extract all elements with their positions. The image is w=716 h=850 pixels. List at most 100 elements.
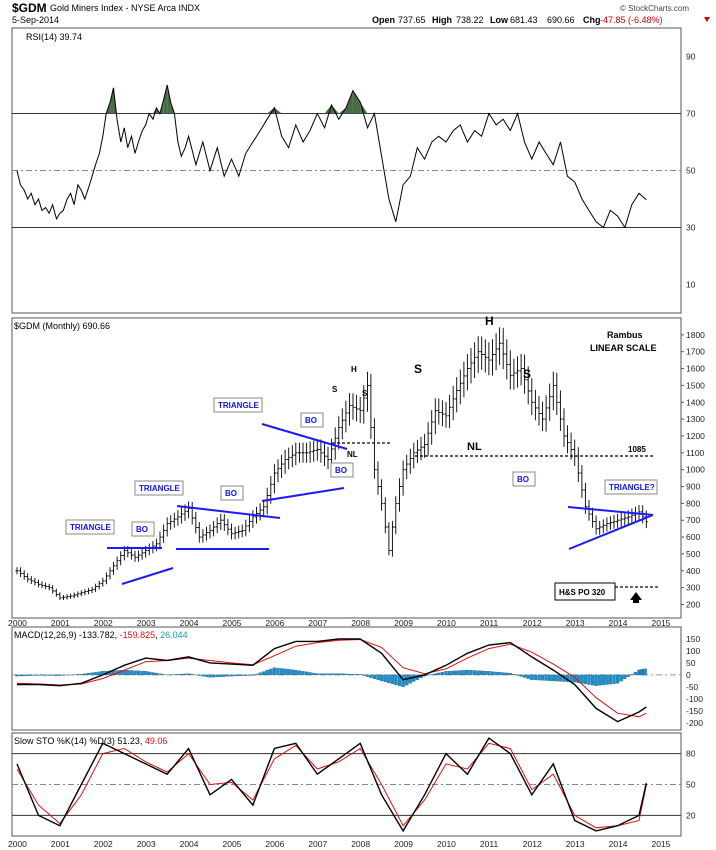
triangle-callout-2-text: TRIANGLE: [139, 484, 181, 493]
year-label: 2009: [394, 839, 413, 849]
year-label: 2014: [609, 618, 628, 628]
price-bar: [176, 510, 180, 526]
index-name: Gold Miners Index - NYSE Arca INDX: [50, 3, 200, 13]
triangle-callout-1-text: TRIANGLE: [70, 523, 112, 532]
triangle-3-top-line: [261, 423, 348, 450]
high-label: High: [432, 15, 452, 25]
price-bar: [376, 461, 380, 495]
price-bar: [297, 442, 301, 463]
price-bar: [455, 377, 459, 413]
macd-hist-bar: [623, 674, 627, 680]
price-bar: [616, 513, 620, 528]
macd-hist-bar: [329, 673, 334, 676]
macd-hist-bar: [219, 674, 223, 677]
h-label-small: H: [351, 365, 357, 374]
price-bar: [58, 592, 62, 600]
macd-hist-bar: [129, 670, 134, 676]
triangle-callout-3-box: [213, 397, 263, 413]
price-bar: [308, 441, 312, 463]
macd-hist-bar: [86, 673, 91, 676]
price-bar: [19, 567, 23, 578]
rsi-tick-label: 70: [686, 109, 696, 119]
bo-box-2: [220, 485, 244, 501]
macd-hist-bar: [18, 674, 23, 677]
rsi-overbought-fill: [360, 102, 368, 114]
level-1085-label: 1085: [628, 445, 646, 454]
macd-hist-bar: [151, 672, 155, 676]
macd-hist-bar: [36, 674, 41, 676]
year-label: 2012: [523, 618, 542, 628]
macd-hist-bar: [244, 674, 248, 676]
year-label: 2003: [137, 839, 156, 849]
sto-d-line: [16, 742, 647, 829]
price-bar: [140, 548, 144, 560]
macd-hist-bar: [390, 674, 395, 685]
macd-hist-bar: [633, 672, 638, 676]
price-tick-label: 1800: [686, 330, 705, 340]
macd-hist-bar: [437, 672, 441, 676]
year-label: 2008: [351, 618, 370, 628]
price-bar: [215, 517, 219, 534]
macd-title: MACD(12,26,9) -133.782, -159.825, 26.044: [14, 630, 188, 640]
sto-name: Slow STO %K(14) %D(3): [14, 736, 117, 746]
rsi-overbought-fill: [274, 107, 282, 114]
price-bar: [301, 442, 305, 463]
macd-hist-bar: [526, 674, 530, 679]
macd-hist-bar: [262, 671, 266, 676]
price-bar: [136, 550, 141, 562]
price-bar: [172, 512, 176, 528]
bo-box-5: [512, 471, 536, 487]
macd-hist-bar: [608, 674, 613, 685]
macd-hist-bar: [497, 672, 502, 676]
price-tick-label: 1500: [686, 380, 705, 390]
price-bar: [530, 378, 534, 415]
price-tick-label: 600: [686, 532, 700, 542]
price-bar: [508, 350, 512, 390]
price-tick-label: 1600: [686, 364, 705, 374]
price-bar: [451, 386, 455, 421]
price-bar: [222, 514, 226, 531]
chart-date: 5-Sep-2014: [12, 15, 59, 25]
price-bar: [33, 577, 37, 586]
price-bar: [401, 460, 405, 496]
macd-hist-bar: [462, 670, 466, 676]
price-bar: [473, 342, 477, 379]
price-bar: [394, 496, 398, 535]
price-bar: [383, 497, 387, 533]
macd-hist-bar: [222, 674, 226, 677]
macd-hist-bar: [233, 674, 237, 677]
macd-hist-bar: [283, 668, 287, 676]
macd-hist-bar: [451, 670, 455, 676]
price-bar: [608, 516, 612, 530]
price-bar: [258, 503, 262, 521]
price-bar: [587, 500, 591, 521]
sto-tick-label: 20: [686, 810, 696, 820]
year-label: 2005: [223, 839, 242, 849]
price-bar: [365, 371, 370, 412]
macd-hist-bar: [383, 674, 387, 683]
price-bar: [591, 507, 595, 528]
price-bar: [179, 507, 183, 524]
open-value: 737.65: [398, 15, 426, 25]
price-tick-label: 1100: [686, 448, 705, 458]
price-bar: [197, 522, 201, 543]
macd-hist-bar: [226, 674, 230, 677]
price-bar: [558, 390, 562, 431]
price-bar: [208, 524, 212, 539]
price-bar: [408, 448, 412, 474]
macd-hist-bar: [97, 671, 101, 676]
macd-hist-bar: [537, 674, 541, 681]
price-tick-label: 700: [686, 515, 700, 525]
macd-hist-bar: [483, 670, 487, 676]
macd-tick-label: -200: [686, 718, 703, 728]
price-bar: [129, 548, 133, 560]
price-bar: [397, 478, 402, 512]
price-bar: [390, 521, 394, 557]
price-bar: [333, 427, 337, 460]
price-bar: [154, 538, 158, 552]
price-bar: [498, 327, 502, 365]
macd-hist-bar: [440, 671, 445, 676]
price-tick-label: 200: [686, 600, 700, 610]
macd-hist-bar: [79, 674, 83, 676]
macd-hist-bar: [90, 672, 94, 676]
